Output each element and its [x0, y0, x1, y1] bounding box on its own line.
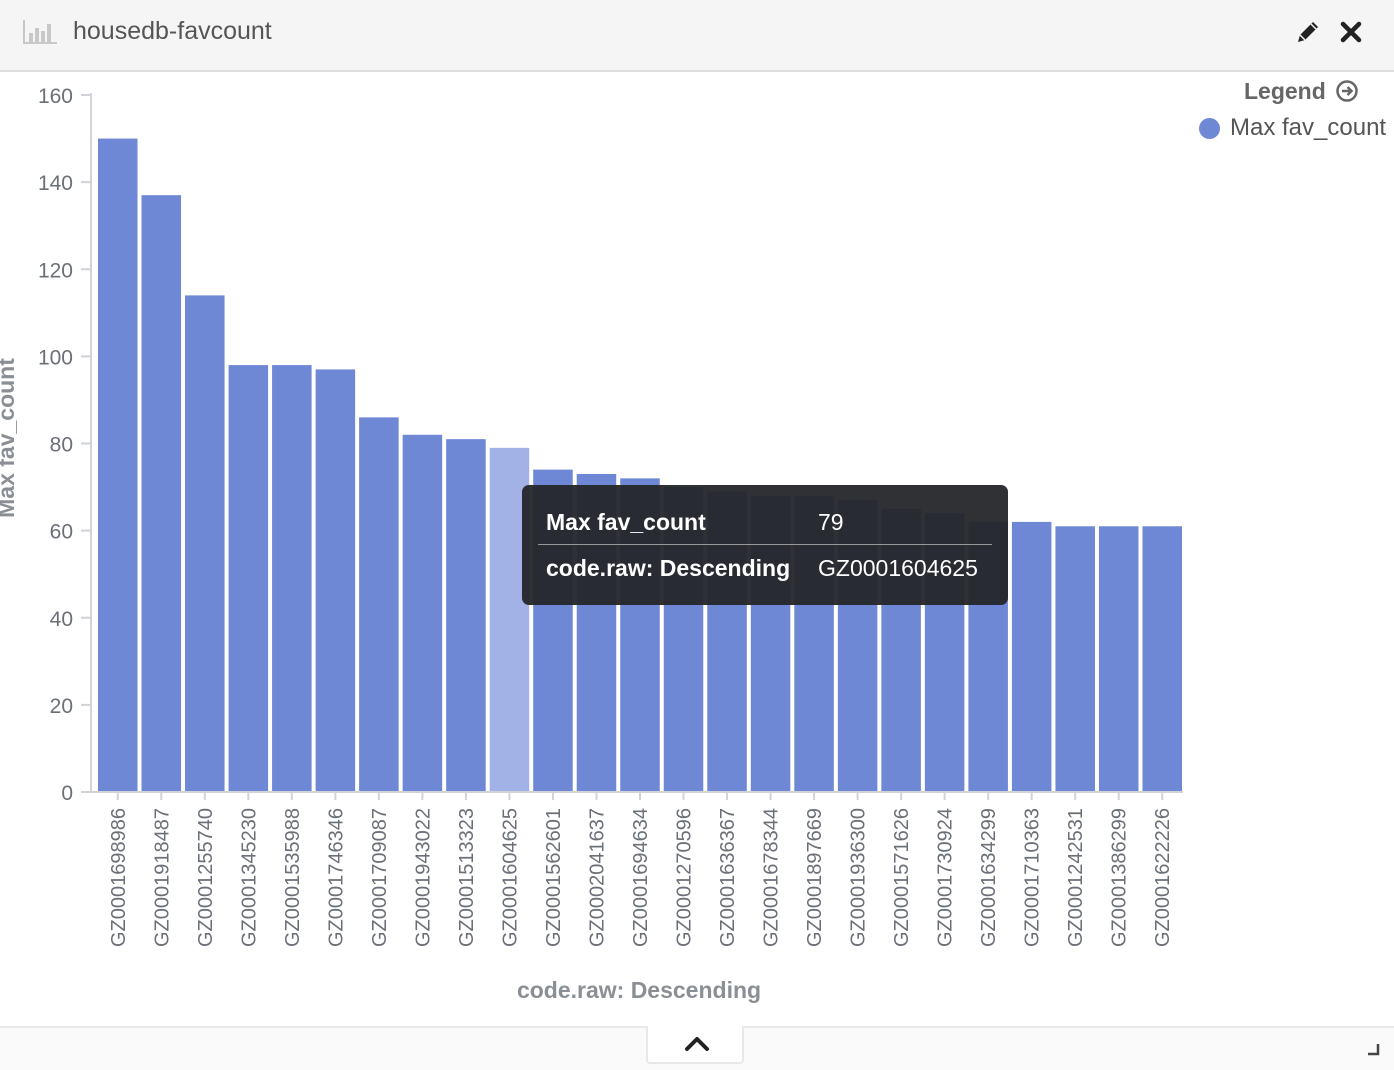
x-tick-label: GZ0001242531 [1065, 808, 1087, 947]
legend-item-label: Max fav_count [1230, 114, 1387, 141]
x-tick-label: GZ0001918487 [151, 808, 173, 947]
bar[interactable] [446, 439, 486, 792]
x-tick-label: GZ0001634299 [978, 808, 1000, 947]
bar[interactable] [185, 295, 225, 792]
bar[interactable] [98, 138, 138, 792]
y-tick-label: 120 [38, 259, 73, 282]
tooltip-divider [538, 544, 992, 545]
close-icon[interactable] [1337, 18, 1365, 46]
x-tick-label: GZ0001386299 [1109, 808, 1131, 947]
x-tick-label: GZ0001694634 [630, 808, 652, 947]
x-tick-label: GZ0001255740 [195, 808, 217, 947]
x-tick-label: GZ0001897669 [804, 808, 826, 947]
chevron-up-icon [685, 1037, 709, 1051]
panel-title: housedb-favcount [73, 17, 272, 45]
tooltip: Max fav_count 79 code.raw: Descending GZ… [522, 485, 1008, 605]
panel-header: housedb-favcount [0, 0, 1394, 72]
x-tick-label: GZ0001571626 [891, 808, 913, 947]
y-tick-label: 40 [50, 608, 73, 631]
bar[interactable] [272, 365, 312, 792]
y-axis-label: Max fav_count [0, 358, 19, 518]
x-tick-label: GZ0001513323 [456, 808, 478, 947]
bar[interactable] [359, 417, 399, 792]
x-tick-label: GZ0001678344 [761, 808, 783, 947]
y-tick-label: 20 [50, 695, 73, 718]
x-tick-label: GZ0001943022 [412, 808, 434, 947]
tooltip-key: code.raw: Descending [546, 555, 791, 581]
bar[interactable] [141, 195, 182, 793]
x-tick-label: GZ0001562601 [543, 808, 565, 947]
x-tick-label: GZ0001622226 [1152, 808, 1174, 947]
x-tick-label: GZ0001710363 [1022, 808, 1044, 947]
resize-handle-icon[interactable] [1366, 1042, 1380, 1056]
x-tick-label: GZ0002041637 [586, 808, 608, 947]
panel-footer [0, 1026, 1394, 1070]
bar-chart-icon [23, 20, 57, 44]
bar[interactable] [1098, 526, 1139, 792]
y-axis: 0 20 40 60 80 100 120 140 160 [38, 85, 92, 805]
collapse-button[interactable] [646, 1026, 744, 1064]
x-tick-label: GZ0001709087 [369, 808, 391, 947]
x-axis-label: code.raw: Descending [517, 977, 761, 1003]
bar[interactable] [315, 369, 356, 792]
x-tick-label: GZ0001636367 [717, 808, 739, 947]
chart-area: 0 20 40 60 80 100 120 140 160 GZ0001698986 GZ0001… [0, 74, 1394, 1026]
x-tick-label: GZ0001730924 [935, 808, 957, 947]
y-tick-label: 100 [38, 346, 73, 369]
legend-color-dot [1199, 118, 1220, 139]
x-tick-label: GZ0001746346 [325, 808, 347, 947]
bars-group [98, 138, 1182, 793]
bar[interactable] [228, 365, 269, 792]
y-tick-label: 0 [61, 782, 73, 805]
x-tick-label: GZ0001936300 [848, 808, 870, 947]
bar[interactable] [1142, 526, 1182, 792]
legend-title: Legend [1244, 78, 1326, 104]
arrow-circle-right-icon[interactable] [1336, 80, 1358, 102]
x-tick-label: GZ0001345230 [238, 808, 260, 947]
bar[interactable] [1011, 521, 1052, 792]
y-tick-label: 160 [38, 85, 73, 108]
y-tick-label: 140 [38, 172, 73, 195]
pencil-icon[interactable] [1294, 18, 1322, 46]
x-tick-label: GZ0001604625 [499, 808, 521, 947]
tooltip-value: GZ0001604625 [818, 555, 978, 581]
x-tick-label: GZ0001270596 [674, 808, 696, 947]
x-tick-label: GZ0001698986 [108, 808, 130, 947]
y-tick-label: 80 [50, 434, 73, 457]
tooltip-value: 79 [818, 509, 844, 535]
x-axis: GZ0001698986 GZ0001918487 GZ0001255740 GZ00… [91, 791, 1183, 947]
x-tick-label: GZ0001535988 [282, 808, 304, 947]
bar[interactable] [1055, 526, 1095, 792]
bar[interactable] [402, 434, 443, 792]
tooltip-key: Max fav_count [546, 509, 706, 535]
y-tick-label: 60 [50, 521, 73, 544]
